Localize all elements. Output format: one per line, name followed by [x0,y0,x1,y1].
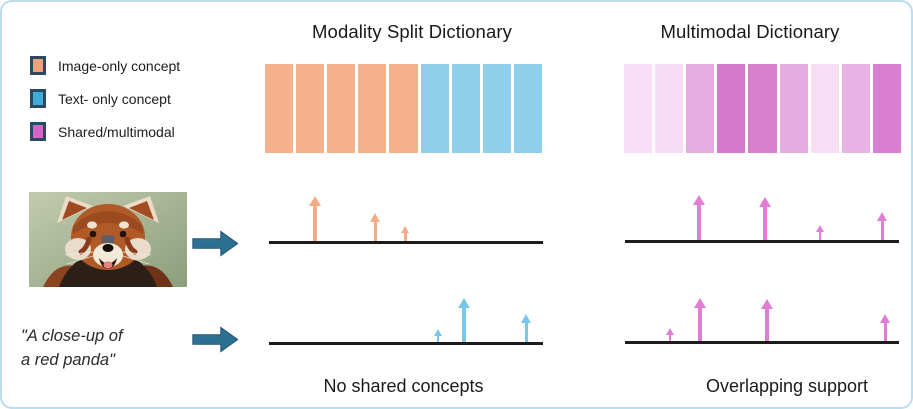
activation-stem-arrow [434,329,443,342]
arrow-tail [883,323,887,341]
activation-stem-arrow [309,196,322,241]
column-title-multimodal: Multimodal Dictionary [660,21,840,42]
text-prompt-line: "A close-up of [21,327,123,345]
caption-no-shared-concepts: No shared concepts [323,376,484,396]
multimodal-image-activation-plot [625,179,899,243]
dictionary-cell [655,64,684,153]
dictionary-cell [296,64,325,153]
arrow-tail [697,205,701,240]
arrowhead [759,197,771,207]
activation-stem-arrow [759,197,771,240]
activation-axis [269,241,543,244]
multimodal-dictionary-bar [624,64,901,153]
dictionary-cell [841,64,870,153]
dictionary-cell [748,64,777,153]
arrow-tail [763,207,767,240]
dictionary-cell [358,64,387,153]
dictionary-cell [265,64,294,153]
arrow-tail [880,221,884,240]
activation-stem-arrow [760,299,773,341]
activation-stem-arrow [401,226,410,241]
arrow-tail [818,232,822,240]
arrowhead [694,298,707,308]
dictionary-cell [717,64,746,153]
activation-stem-arrow [694,298,707,341]
caption-overlapping-support: Overlapping support [705,376,869,396]
arrow-tail [524,323,528,342]
activation-stem-arrow [521,314,531,342]
split-text-activation-plot [269,281,543,345]
modality-split-dictionary-bar [265,64,542,153]
arrow-tail [436,336,440,342]
split-image-activation-plot [269,180,543,244]
right-arrow-shape [192,326,239,353]
activation-stem-arrow [458,298,471,342]
arrow-tail [668,335,672,341]
dictionary-cell [624,64,653,153]
legend-item: Shared/multimodal [30,122,180,141]
text-prompt: "A close-up of a red panda" [21,324,196,372]
shared-multimodal-swatch-icon [30,122,46,141]
right-arrow-icon [192,230,239,257]
dictionary-cell [686,64,715,153]
activation-stem-arrow [370,213,381,241]
multimodal-text-activation-plot [625,280,899,344]
column-title-modality-split: Modality Split Dictionary [312,21,512,42]
arrow-tail [765,309,769,341]
activation-stem-arrow [880,314,891,341]
dictionary-cell [872,64,901,153]
arrow-tail [462,308,466,342]
dictionary-cell [779,64,808,153]
arrowhead [692,195,705,205]
activation-stem-arrow [665,328,674,341]
arrowhead [521,314,531,323]
dictionary-cell [420,64,449,153]
dictionary-cell [513,64,542,153]
right-arrow-icon [192,326,239,353]
legend-label: Text- only concept [58,90,171,107]
activation-axis [625,341,899,344]
legend-item: Image-only concept [30,56,180,75]
legend-label: Shared/multimodal [58,123,175,140]
dictionary-cell [451,64,480,153]
arrow-tail [404,233,407,241]
arrowhead [401,226,410,233]
legend-label: Image-only concept [58,57,181,74]
activation-axis [269,342,543,345]
arrowhead [370,213,381,222]
arrowhead [816,225,825,232]
arrow-tail [373,222,377,241]
arrowhead [880,314,891,323]
arrow-tail [698,308,702,341]
image-only-swatch-icon [30,56,46,75]
activation-axis [625,240,899,243]
dictionary-cell [327,64,356,153]
dictionary-cell [810,64,839,153]
arrowhead [665,328,674,335]
activation-stem-arrow [692,195,705,240]
activation-stem-arrow [877,212,887,240]
arrow-tail [313,206,317,241]
text-only-swatch-icon [30,89,46,108]
dictionary-cell [482,64,511,153]
legend-item: Text- only concept [30,89,180,108]
legend: Image-only concept Text- only concept Shar… [30,56,180,141]
arrowhead [760,299,773,309]
activation-stem-arrow [816,225,825,240]
arrowhead [434,329,443,336]
right-arrow-shape [192,230,239,257]
red-panda-photo [29,192,187,287]
arrowhead [309,196,322,206]
text-prompt-line: a red panda" [21,351,115,369]
arrowhead [458,298,471,308]
arrowhead [877,212,887,221]
dictionary-cell [389,64,418,153]
